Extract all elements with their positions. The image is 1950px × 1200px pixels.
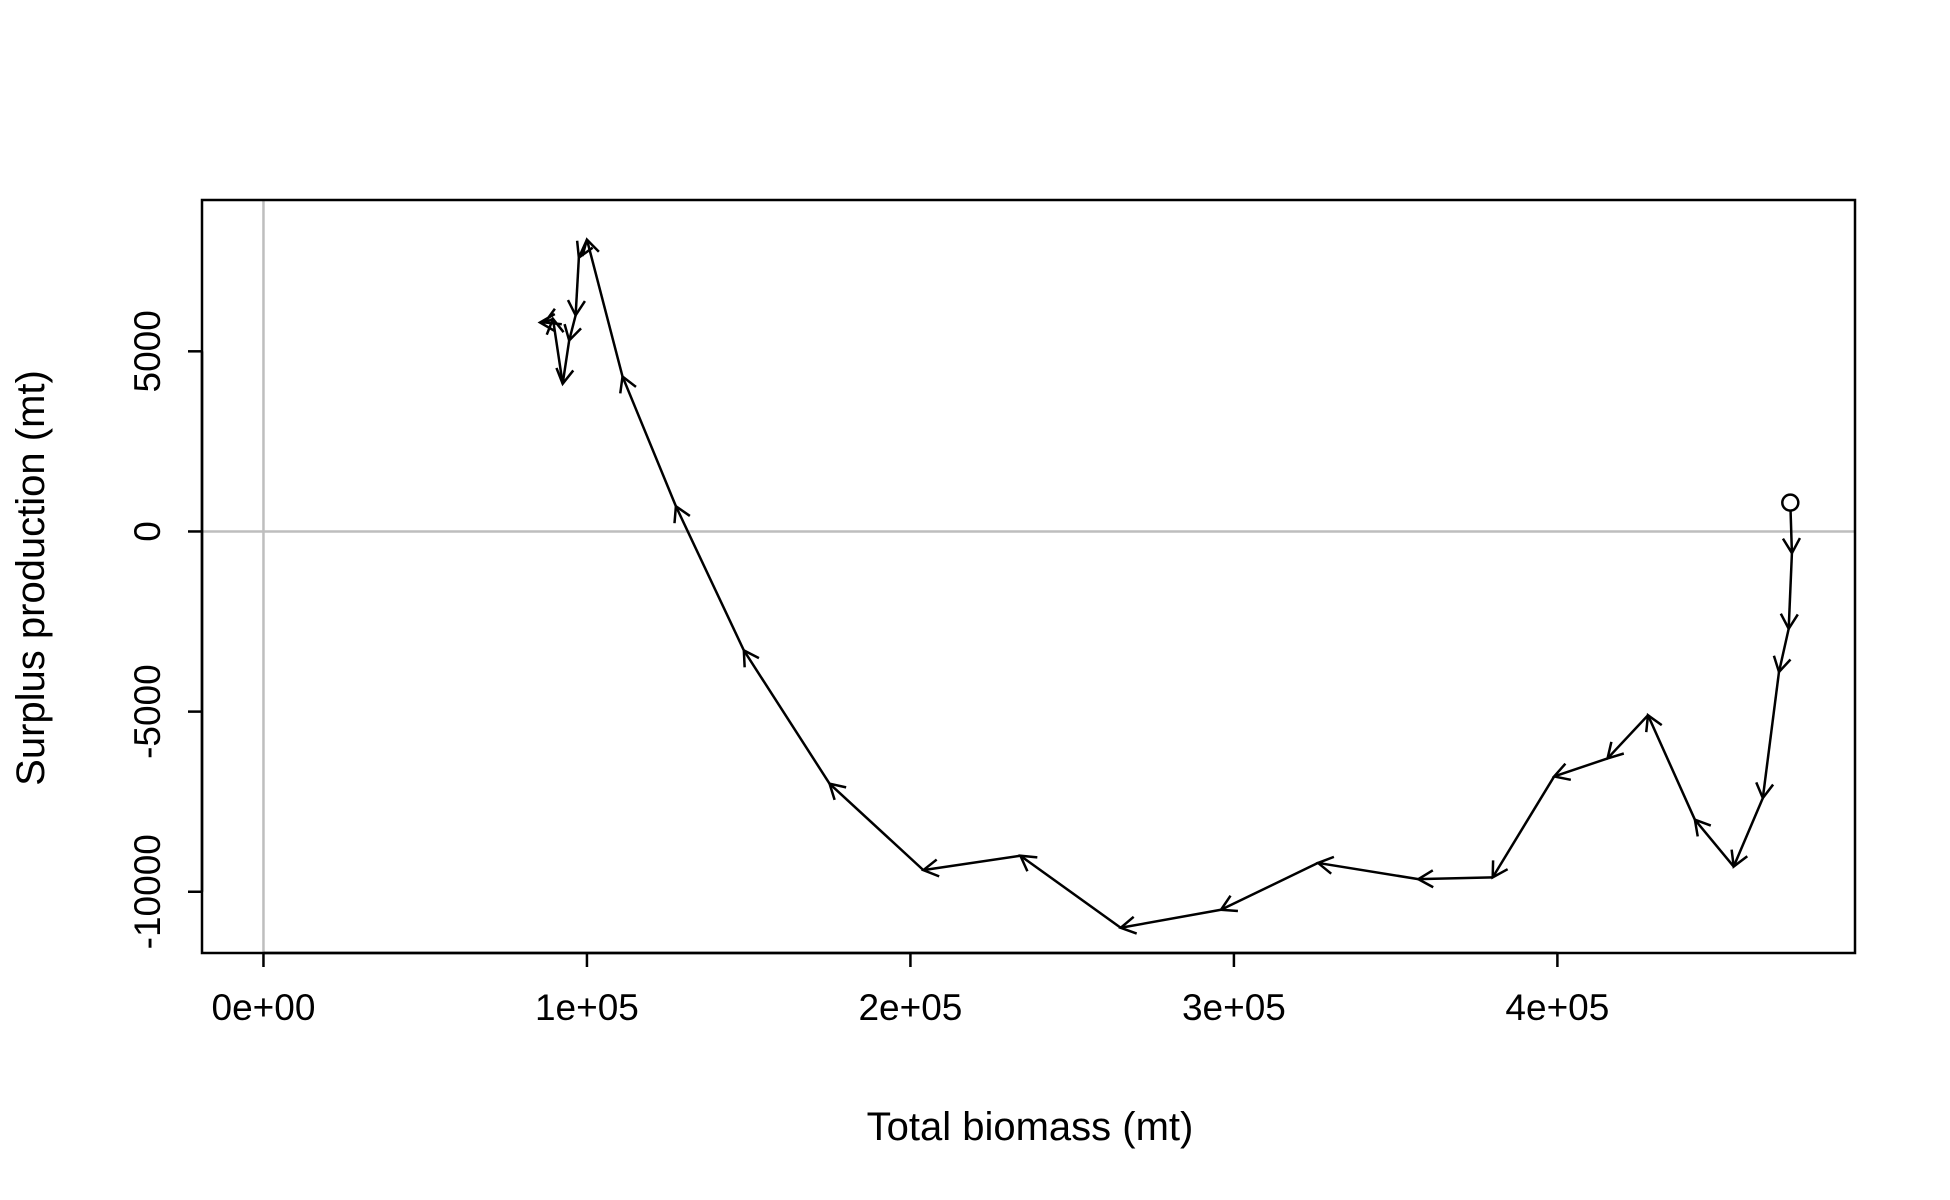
trajectory-arrow [1772, 628, 1792, 675]
arrow-head [1781, 537, 1802, 556]
y-axis-title: Surplus production (mt) [9, 370, 53, 786]
trajectory-arrow [1491, 775, 1556, 880]
arrow-shaft [621, 376, 678, 507]
arrow-shaft [1491, 775, 1556, 878]
y-axis: -10000 -5000 0 5000 [127, 310, 204, 949]
trajectory-arrow [742, 648, 831, 785]
arrow-head [1415, 869, 1434, 889]
arrow-shaft [1777, 628, 1790, 673]
x-axis-title: Total biomass (mt) [867, 1105, 1194, 1149]
trajectory-arrow [1755, 671, 1781, 801]
arrow-shaft [1317, 861, 1419, 881]
arrow-shaft [742, 649, 831, 785]
y-tick-label: 0 [127, 521, 168, 542]
arrow-head [563, 323, 582, 343]
x-tick-label: 0e+00 [212, 987, 316, 1028]
arrow-shaft [1019, 854, 1122, 929]
arrow-head [537, 312, 556, 333]
y-tick-label: 5000 [127, 310, 168, 392]
arrow-shaft [1220, 861, 1319, 911]
y-tick-label: -10000 [127, 834, 168, 949]
y-tick-label: -5000 [127, 664, 168, 759]
start-point-marker [1781, 493, 1800, 512]
trajectory-arrow [1218, 861, 1319, 913]
arrow-shaft [1732, 797, 1764, 868]
trajectory-arrow [1018, 854, 1122, 929]
trajectory-arrow [1605, 714, 1649, 761]
arrow-shaft [1787, 553, 1794, 629]
trajectory-arrow [920, 854, 1021, 878]
x-tick-label: 1e+05 [535, 987, 639, 1028]
arrow-shaft [1606, 714, 1649, 760]
trajectory-arrow [581, 237, 624, 377]
arrow-shaft [1693, 818, 1735, 868]
arrow-shaft [574, 257, 581, 316]
trajectory-arrow [566, 257, 586, 318]
arrow-head [742, 648, 760, 668]
trajectory-arrow [1118, 908, 1222, 935]
trajectory-arrow [827, 781, 925, 872]
x-tick-label: 4e+05 [1505, 987, 1609, 1028]
trajectory-arrow [1779, 553, 1799, 632]
arrow-shaft [1761, 671, 1781, 799]
arrow-shaft [1646, 714, 1697, 821]
arrow-head [619, 374, 637, 394]
arrow-shaft [923, 854, 1021, 872]
x-tick-label: 3e+05 [1182, 987, 1286, 1028]
trajectory-arrow [1415, 869, 1493, 889]
trajectory-arrow [1645, 712, 1697, 821]
trajectory-arrow [537, 312, 556, 333]
data-series [537, 237, 1802, 935]
arrow-shaft [561, 340, 571, 384]
trajectory-arrow [673, 503, 745, 651]
arrow-head [1605, 741, 1625, 761]
trajectory-arrow [1315, 855, 1419, 881]
trajectory-arrow [1730, 797, 1764, 869]
trajectory-arrow [1551, 757, 1608, 782]
arrow-head [1779, 613, 1799, 632]
trajectory-arrow [619, 374, 678, 507]
arrow-shaft [828, 782, 925, 872]
arrow-shaft [567, 314, 577, 341]
trajectory-arrow [563, 314, 582, 343]
arrow-shaft [1418, 876, 1493, 881]
arrow-head [1693, 817, 1712, 837]
arrow-head [1315, 855, 1335, 875]
arrow-head [920, 858, 940, 878]
trajectory-arrow [1693, 817, 1735, 868]
reference-lines [202, 200, 1855, 953]
arrow-head [1491, 860, 1509, 880]
arrow-shaft [674, 505, 745, 651]
arrow-shaft [1120, 908, 1222, 930]
arrow-head [1551, 762, 1572, 782]
arrow-shaft [1553, 757, 1608, 778]
arrow-shaft [577, 239, 589, 259]
arrow-head [827, 781, 847, 801]
x-axis: 0e+00 1e+05 2e+05 3e+05 4e+05 [212, 951, 1609, 1028]
arrow-head [1755, 781, 1775, 801]
x-tick-label: 2e+05 [858, 987, 962, 1028]
plot-frame [200, 198, 1857, 955]
arrow-shaft [585, 239, 624, 377]
